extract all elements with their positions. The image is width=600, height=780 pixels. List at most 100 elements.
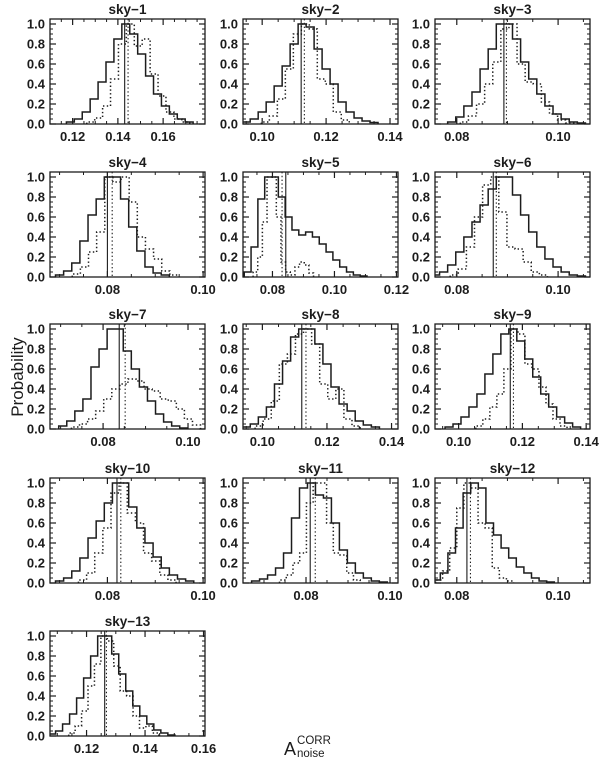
- solid-histogram: [435, 482, 556, 583]
- y-tick-label: 1.0: [27, 17, 45, 32]
- y-axis-label: Probability: [8, 337, 27, 417]
- x-tick-label: 0.12: [510, 434, 535, 449]
- x-tick-label: 0.14: [132, 741, 158, 756]
- y-tick-label: 0.2: [412, 97, 430, 112]
- y-tick-label: 0.4: [27, 536, 46, 551]
- x-tick-label: 0.10: [322, 282, 347, 297]
- solid-histogram: [243, 176, 368, 277]
- x-tick-label: 0.12: [74, 741, 99, 756]
- panel-8: sky−8 0.0 0.2 0.4 0.6 0.8 1.0 0.10 0.12 0.14: [220, 307, 405, 449]
- y-tick-label: 0.2: [220, 402, 238, 417]
- x-tick-label: 0.12: [313, 129, 338, 144]
- dotted-histogram: [77, 482, 177, 583]
- y-tick-label: 0.4: [412, 382, 431, 397]
- solid-histogram: [243, 328, 381, 429]
- dotted-histogram: [449, 176, 549, 277]
- panel-frame: [242, 171, 399, 278]
- y-tick-label: 0.2: [27, 402, 45, 417]
- y-tick-label: 0.0: [220, 422, 238, 437]
- y-tick-label: 0.4: [412, 77, 431, 92]
- y-tick-label: 1.0: [220, 322, 238, 337]
- y-tick-label: 0.6: [27, 362, 45, 377]
- x-tick-label: 0.08: [95, 282, 120, 297]
- y-tick-label: 0.0: [27, 270, 45, 285]
- y-tick-label: 0.6: [27, 210, 45, 225]
- dotted-histogram: [254, 328, 361, 429]
- y-tick-label: 0.8: [412, 496, 430, 511]
- x-tick-label: 0.14: [379, 434, 405, 449]
- x-tick-label: 0.08: [444, 129, 469, 144]
- y-tick-label: 0.8: [412, 190, 430, 205]
- x-tick-label: 0.10: [545, 588, 570, 603]
- y-tick-label: 0.6: [27, 669, 45, 684]
- panel-frame: [49, 18, 206, 125]
- x-tick-label: 0.10: [250, 434, 275, 449]
- y-tick-label: 1.0: [412, 322, 430, 337]
- x-tick-label: 0.08: [260, 282, 285, 297]
- y-tick-label: 0.0: [412, 422, 430, 437]
- x-axis-label-superscript: CORR: [297, 735, 331, 747]
- y-tick-label: 0.0: [27, 729, 45, 744]
- y-tick-label: 0.4: [220, 230, 239, 245]
- y-tick-label: 0.4: [412, 536, 431, 551]
- y-tick-label: 0.4: [27, 382, 46, 397]
- x-tick-label: 0.08: [293, 588, 318, 603]
- y-tick-label: 0.0: [27, 576, 45, 591]
- y-tick-label: 0.0: [220, 270, 238, 285]
- panel-frame: [49, 171, 206, 278]
- y-tick-label: 0.0: [27, 422, 45, 437]
- y-tick-label: 0.2: [412, 250, 430, 265]
- panel-frame: [49, 323, 206, 430]
- panel-10: sky−10 0.0 0.2 0.4 0.6 0.8 1.0 0.08 0.10: [27, 461, 216, 603]
- y-tick-label: 0.8: [220, 37, 238, 52]
- dotted-histogram: [475, 328, 568, 429]
- y-tick-label: 0.2: [27, 250, 45, 265]
- solid-histogram: [250, 482, 389, 583]
- panel-title: sky−13: [105, 614, 151, 629]
- panel-frame: [242, 477, 399, 584]
- panel-frame: [434, 323, 591, 430]
- y-tick-label: 0.2: [412, 402, 430, 417]
- panel-title: sky−4: [109, 155, 147, 170]
- y-tick-label: 0.6: [412, 210, 430, 225]
- solid-histogram: [65, 23, 194, 124]
- x-axis-label-base: A: [284, 738, 297, 759]
- x-tick-label: 0.08: [95, 588, 120, 603]
- y-tick-label: 1.0: [27, 170, 45, 185]
- solid-histogram: [444, 328, 582, 429]
- panel-3: sky−3 0.0 0.2 0.4 0.6 0.8 1.0 0.08 0.10: [412, 2, 591, 144]
- x-tick-label: 0.12: [314, 434, 339, 449]
- solid-histogram: [446, 23, 587, 124]
- x-tick-label: 0.14: [105, 129, 131, 144]
- solid-histogram: [435, 176, 587, 277]
- panel-title: sky−1: [109, 2, 147, 17]
- y-tick-label: 0.8: [27, 37, 45, 52]
- y-tick-label: 0.8: [27, 649, 45, 664]
- y-tick-label: 0.2: [220, 556, 238, 571]
- panel-title: sky−7: [109, 307, 147, 322]
- panel-frame: [242, 18, 399, 125]
- y-tick-label: 0.6: [412, 57, 430, 72]
- y-tick-label: 0.2: [412, 556, 430, 571]
- dotted-histogram: [67, 635, 160, 736]
- panel-title: sky−6: [494, 155, 532, 170]
- y-tick-label: 0.6: [412, 362, 430, 377]
- dotted-histogram: [459, 23, 575, 124]
- x-tick-label: 0.10: [377, 588, 402, 603]
- y-tick-label: 0.0: [412, 576, 430, 591]
- panel-title: sky−10: [105, 461, 150, 476]
- y-tick-label: 0.2: [220, 250, 238, 265]
- y-tick-label: 1.0: [412, 476, 430, 491]
- solid-histogram: [54, 482, 195, 583]
- panel-title: sky−9: [494, 307, 532, 322]
- y-tick-label: 0.6: [220, 210, 238, 225]
- y-tick-label: 0.0: [220, 117, 238, 132]
- panel-2: sky−2 0.0 0.2 0.4 0.6 0.8 1.0 0.10 0.12 0.14: [220, 2, 404, 144]
- panel-frame: [434, 477, 591, 584]
- y-tick-label: 1.0: [412, 17, 430, 32]
- y-tick-label: 1.0: [27, 629, 45, 644]
- y-tick-label: 0.2: [27, 556, 45, 571]
- y-tick-label: 0.8: [27, 342, 45, 357]
